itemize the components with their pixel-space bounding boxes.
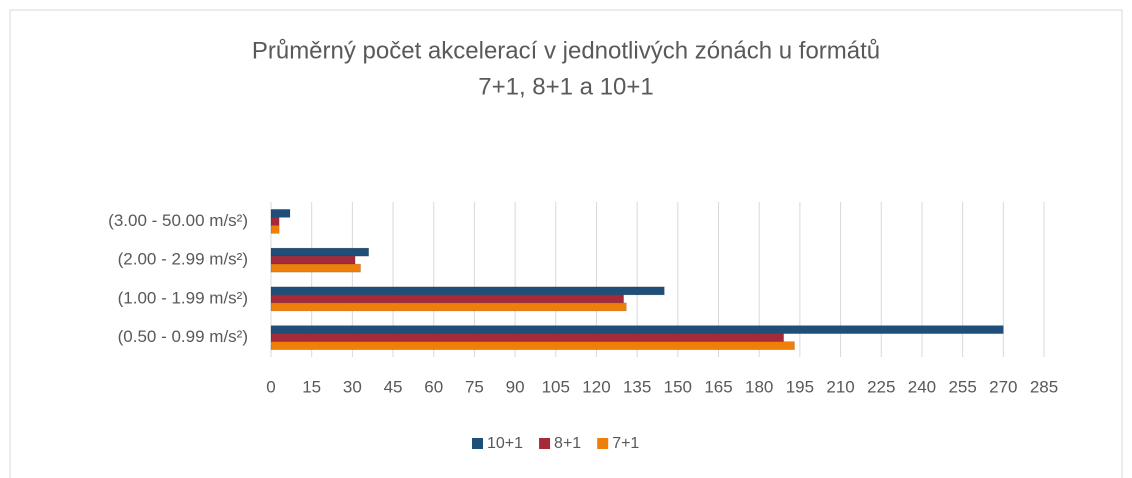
x-tick-label: 45 bbox=[384, 377, 403, 396]
chart-title: 7+1, 8+1 a 10+1 bbox=[478, 73, 654, 100]
x-tick-label: 240 bbox=[908, 377, 936, 396]
x-tick-label: 90 bbox=[506, 377, 525, 396]
x-tick-label: 270 bbox=[989, 377, 1017, 396]
y-tick-label: (3.00 - 50.00 m/s²) bbox=[108, 211, 248, 230]
x-tick-label: 60 bbox=[424, 377, 443, 396]
x-tick-label: 120 bbox=[582, 377, 610, 396]
x-tick-label: 225 bbox=[867, 377, 895, 396]
bar bbox=[270, 294, 624, 304]
bar bbox=[270, 341, 795, 350]
bar bbox=[270, 286, 665, 296]
bar bbox=[270, 325, 1004, 334]
y-tick-label: (2.00 - 2.99 m/s²) bbox=[118, 250, 248, 269]
bar bbox=[270, 255, 356, 265]
x-tick-label: 285 bbox=[1030, 377, 1058, 396]
x-tick-label: 165 bbox=[704, 377, 732, 396]
x-tick-label: 150 bbox=[664, 377, 692, 396]
bar bbox=[270, 217, 280, 226]
bar bbox=[270, 302, 627, 312]
chart-border bbox=[9, 9, 1123, 478]
bar bbox=[270, 263, 361, 273]
bar bbox=[270, 209, 291, 218]
bar bbox=[270, 333, 784, 342]
x-tick-label: 180 bbox=[745, 377, 773, 396]
x-tick-label: 195 bbox=[786, 377, 814, 396]
x-tick-label: 210 bbox=[826, 377, 854, 396]
legend-label: 10+1 bbox=[487, 435, 523, 452]
x-tick-label: 30 bbox=[343, 377, 362, 396]
x-tick-label: 255 bbox=[948, 377, 976, 396]
x-tick-label: 15 bbox=[302, 377, 321, 396]
bar bbox=[270, 247, 369, 257]
y-tick-label: (0.50 - 0.99 m/s²) bbox=[118, 327, 248, 346]
legend-swatch bbox=[597, 438, 609, 449]
x-tick-label: 105 bbox=[542, 377, 570, 396]
x-tick-label: 0 bbox=[266, 377, 275, 396]
y-tick-label: (1.00 - 1.99 m/s²) bbox=[118, 288, 248, 307]
x-tick-label: 75 bbox=[465, 377, 484, 396]
legend-label: 8+1 bbox=[554, 435, 581, 452]
legend-swatch bbox=[472, 438, 483, 449]
legend-label: 7+1 bbox=[612, 435, 639, 452]
chart-title: Průměrný počet akcelerací v jednotlivých… bbox=[252, 37, 880, 64]
legend-swatch bbox=[539, 438, 551, 449]
x-tick-label: 135 bbox=[623, 377, 651, 396]
bar bbox=[270, 225, 280, 234]
